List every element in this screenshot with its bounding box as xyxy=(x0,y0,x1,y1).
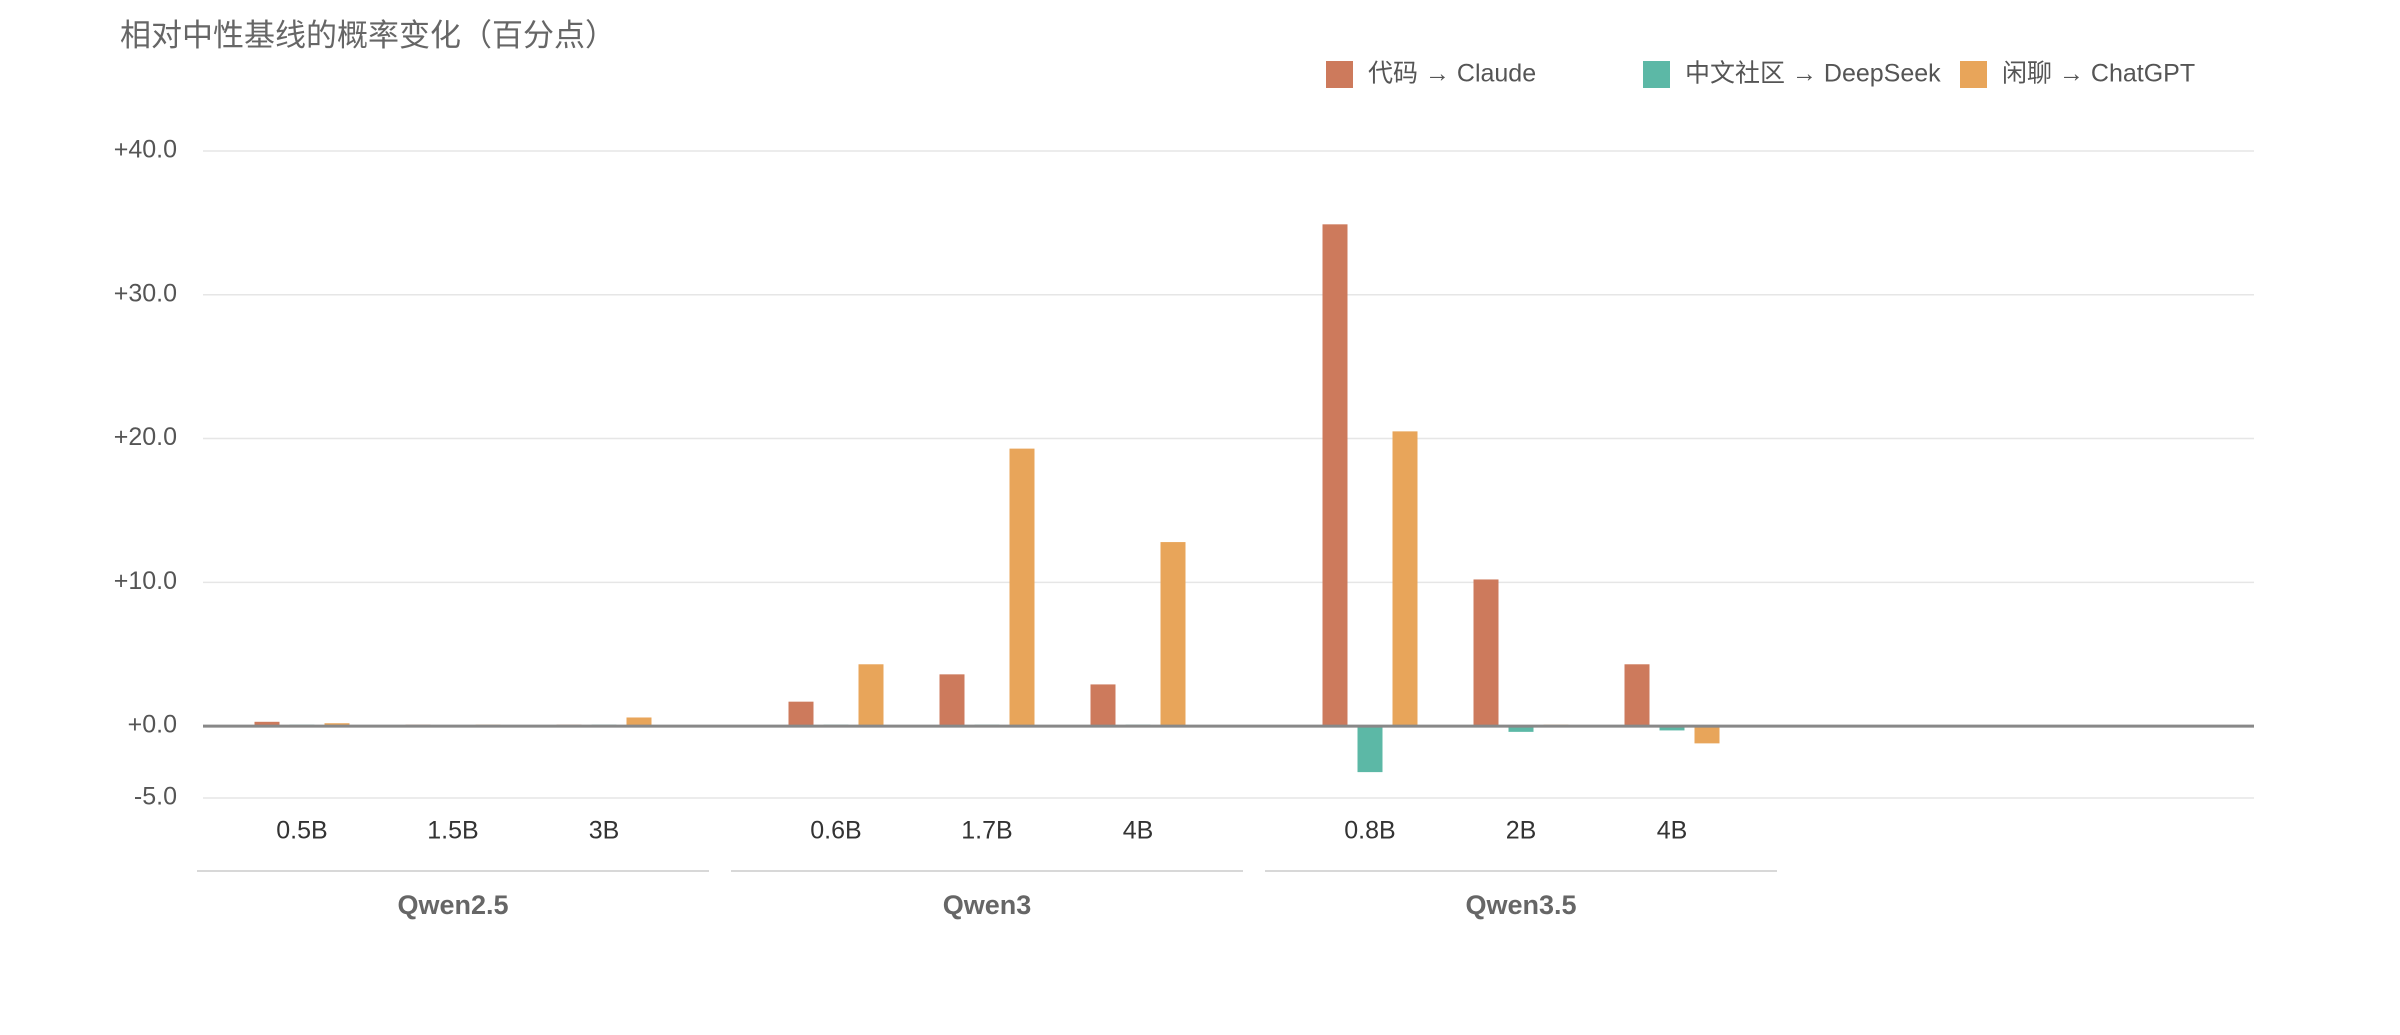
bar xyxy=(1090,684,1116,727)
group-label: Qwen3.5 xyxy=(1465,890,1576,920)
x-tick-label: 1.7B xyxy=(961,817,1012,845)
bar xyxy=(1473,579,1499,727)
y-tick-label: +10.0 xyxy=(114,567,177,595)
bar xyxy=(1659,726,1685,731)
bar xyxy=(1624,664,1650,727)
bar xyxy=(939,674,965,727)
bar xyxy=(626,717,652,727)
bar xyxy=(254,721,280,727)
x-tick-label: 0.6B xyxy=(810,817,861,845)
x-tick-label: 0.8B xyxy=(1344,817,1395,845)
group-label: Qwen2.5 xyxy=(397,890,508,920)
y-tick-label: +20.0 xyxy=(114,423,177,451)
bar xyxy=(1322,224,1348,727)
bar xyxy=(1508,726,1534,732)
y-tick-label: -5.0 xyxy=(134,783,177,811)
y-tick-label: +30.0 xyxy=(114,279,177,307)
bar xyxy=(1160,542,1186,727)
legend-swatch xyxy=(1960,61,1987,88)
group-label: Qwen3 xyxy=(943,890,1032,920)
bar xyxy=(788,701,814,727)
bar xyxy=(1357,726,1383,773)
x-tick-label: 2B xyxy=(1506,817,1537,845)
legend-swatch xyxy=(1643,61,1670,88)
x-tick-label: 1.5B xyxy=(427,817,478,845)
chart-title: 相对中性基线的概率变化（百分点） xyxy=(120,18,616,53)
bar xyxy=(1694,726,1720,744)
legend-label: 中文社区 → DeepSeek xyxy=(1685,60,1941,88)
legend-label: 代码 → Claude xyxy=(1368,60,1536,88)
x-tick-label: 0.5B xyxy=(276,817,327,845)
legend-label: 闲聊 → ChatGPT xyxy=(2002,60,2195,88)
bar xyxy=(1009,448,1035,727)
x-tick-label: 4B xyxy=(1657,817,1688,845)
y-tick-label: +40.0 xyxy=(114,136,177,164)
x-tick-label: 4B xyxy=(1123,817,1154,845)
y-tick-label: +0.0 xyxy=(128,711,177,739)
bar xyxy=(858,664,884,727)
legend-swatch xyxy=(1326,61,1353,88)
bar xyxy=(1392,431,1418,727)
x-tick-label: 3B xyxy=(589,817,620,845)
